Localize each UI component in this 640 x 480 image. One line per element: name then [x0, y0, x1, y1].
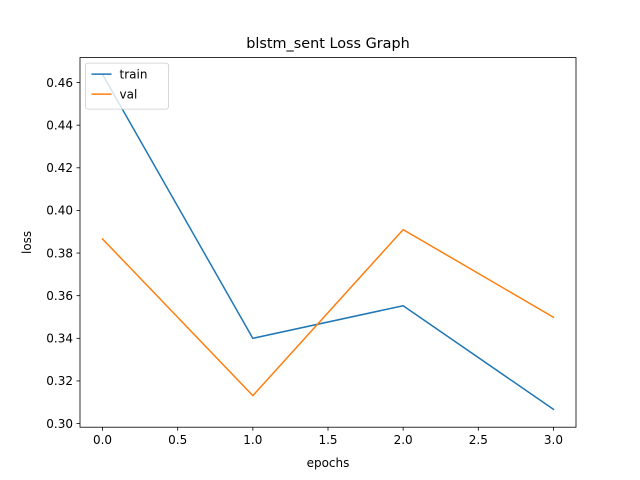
x-tick-label: 2.5	[469, 433, 488, 447]
x-axis-label: epochs	[307, 456, 350, 470]
x-tick-label: 0.0	[93, 433, 112, 447]
plot-frame	[79, 57, 577, 428]
y-tick-label: 0.36	[46, 289, 73, 303]
series-line-val	[101, 228, 555, 397]
y-tick-label: 0.42	[46, 161, 73, 175]
x-axis: 0.0 0.5 1.0 1.5 2.0 2.5 3.0	[93, 427, 563, 447]
legend: train val	[85, 62, 169, 110]
y-axis: 0.30 0.32 0.34 0.36 0.38 0.40 0.42 0.44 0.46	[46, 76, 80, 431]
y-tick-label: 0.40	[46, 204, 73, 218]
x-tick-label: 3.0	[544, 433, 563, 447]
x-tick-label: 2.0	[394, 433, 413, 447]
y-tick-label: 0.34	[46, 332, 73, 346]
chart-title: blstm_sent Loss Graph	[246, 36, 409, 52]
x-tick-label: 0.5	[168, 433, 187, 447]
y-tick-label: 0.30	[46, 417, 73, 431]
series-layer	[101, 73, 555, 411]
y-tick-label: 0.38	[46, 246, 73, 260]
x-tick-label: 1.0	[243, 433, 262, 447]
y-tick-label: 0.32	[46, 374, 73, 388]
y-tick-label: 0.46	[46, 76, 73, 90]
series-line-train	[101, 73, 555, 411]
legend-label-val: val	[120, 87, 138, 101]
x-tick-label: 1.5	[318, 433, 337, 447]
y-tick-label: 0.44	[46, 118, 73, 132]
y-axis-label: loss	[20, 231, 34, 254]
legend-label-train: train	[120, 67, 148, 81]
